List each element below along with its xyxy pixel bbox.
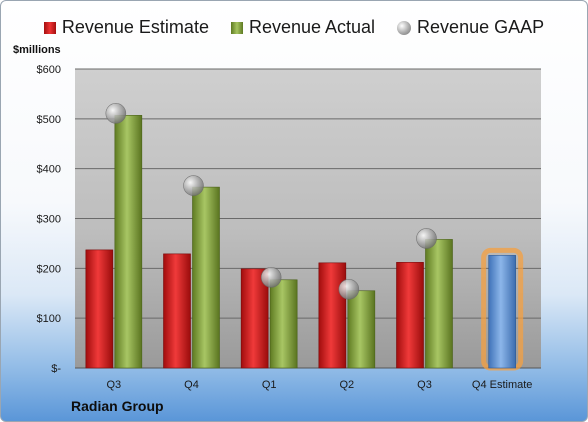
marker-revenue-gaap [260, 267, 282, 288]
x-tick-label: Q4 [184, 379, 199, 391]
bar-revenue-actual [192, 186, 220, 369]
x-tick-label: Q2 [339, 379, 354, 391]
bar-revenue-estimate [85, 249, 114, 369]
y-tick-label: $300 [37, 214, 61, 226]
y-axis-ticks: $- $100 $200 $300 $400 $500 $600 [37, 64, 62, 375]
bar-revenue-estimate [163, 253, 191, 369]
company-name: Radian Group [71, 398, 164, 414]
bars [85, 115, 524, 371]
marker-revenue-gaap [183, 175, 204, 196]
bar-revenue-actual [347, 290, 376, 369]
legend-label-actual: Revenue Actual [248, 17, 376, 37]
y-tick-label: $600 [37, 64, 61, 76]
bar-revenue-estimate [240, 268, 269, 369]
x-tick-label: Q3 [106, 379, 121, 391]
marker-revenue-gaap [416, 228, 437, 249]
x-tick-label: Q3 [417, 379, 432, 391]
legend-label-estimate: Revenue Estimate [61, 17, 209, 37]
bar-revenue-actual [425, 239, 453, 369]
gridlines [75, 68, 541, 369]
bar-revenue-estimate [396, 262, 424, 369]
y-axis-units-label: $millions [13, 44, 61, 56]
legend-swatch-estimate [43, 21, 56, 34]
bar-revenue-estimate-forecast [488, 255, 516, 369]
y-tick-label: $- [51, 363, 61, 375]
x-axis-ticks: Q3 Q4 Q1 Q2 Q3 Q4 Estimate [106, 379, 532, 391]
y-tick-label: $500 [37, 114, 61, 126]
x-tick-label: Q1 [262, 379, 277, 391]
bar-revenue-estimate [318, 262, 347, 369]
gaap-markers [105, 103, 437, 300]
marker-revenue-gaap [338, 278, 360, 300]
chart-legend: Revenue Estimate Revenue Actual Revenue … [1, 17, 587, 38]
legend-label-gaap: Revenue GAAP [417, 17, 545, 37]
bar-revenue-actual [269, 279, 298, 369]
bar-revenue-actual [114, 115, 143, 369]
y-tick-label: $100 [37, 313, 61, 325]
legend-item-estimate: Revenue Estimate [43, 17, 209, 38]
y-tick-label: $200 [37, 263, 61, 275]
x-tick-label: Q4 Estimate [472, 379, 533, 391]
legend-swatch-gaap [397, 20, 412, 35]
marker-revenue-gaap [105, 103, 127, 124]
legend-item-gaap: Revenue GAAP [397, 17, 544, 38]
y-tick-label: $400 [37, 164, 61, 176]
legend-swatch-actual [230, 21, 243, 34]
legend-item-actual: Revenue Actual [230, 17, 376, 38]
